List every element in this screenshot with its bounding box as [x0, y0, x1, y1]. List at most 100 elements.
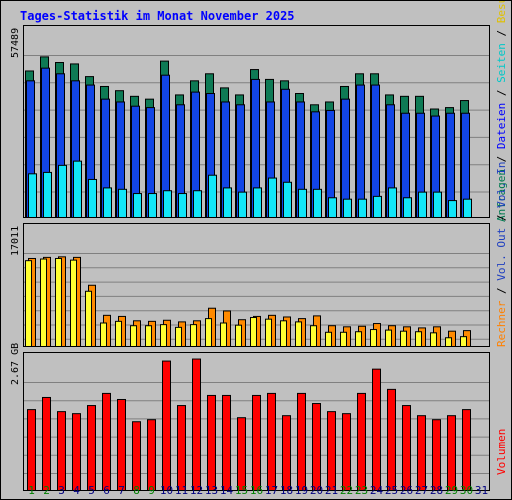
bar-seiten-5	[88, 178, 97, 219]
x-tick-label: 19	[295, 484, 308, 497]
bar-seiten-18	[283, 181, 292, 218]
legend-item-vol-out: Vol. Out	[495, 228, 508, 281]
bar-seiten-24	[373, 195, 382, 219]
bar-volumen-28	[432, 419, 441, 491]
bar-besuche-29	[445, 337, 452, 347]
x-tick-label: 30	[460, 484, 473, 497]
x-tick-label: 29	[445, 484, 458, 497]
legend-middle: Rechner / Vol. Out / Vol. In	[495, 162, 508, 347]
legend-bottom: Volumen	[495, 429, 508, 475]
bar-seiten-14	[223, 187, 232, 218]
x-tick-label: 27	[415, 484, 428, 497]
x-tick-label: 18	[280, 484, 293, 497]
bar-volumen-1	[27, 409, 36, 492]
bar-seiten-21	[328, 197, 337, 219]
chart-title: Tages-Statistik im Monat November 2025	[20, 9, 295, 23]
bar-volumen-11	[177, 405, 186, 491]
legend-item-besuche: Besuche	[495, 0, 508, 23]
bar-volumen-22	[342, 413, 351, 491]
x-tick-label: 31	[475, 484, 488, 497]
bar-besuche-15	[235, 324, 242, 347]
x-tick-label: 20	[310, 484, 323, 497]
x-tick-label: 15	[235, 484, 248, 497]
bar-volumen-7	[117, 398, 126, 492]
bar-volumen-30	[462, 409, 471, 492]
bar-volumen-14	[222, 394, 231, 491]
panel-middle: 17011	[10, 223, 490, 348]
legend-item-vol-in: Vol. In	[495, 162, 508, 208]
bar-volumen-29	[447, 415, 456, 492]
max-label-middle: 17011	[10, 226, 21, 256]
bar-volumen-27	[417, 415, 426, 492]
bar-besuche-14	[220, 322, 227, 347]
bar-seiten-13	[208, 174, 217, 219]
bar-besuche-12	[190, 324, 197, 348]
bar-volumen-10	[162, 360, 171, 491]
legend-item-dateien: Dateien	[495, 103, 508, 149]
legend-separator: /	[495, 281, 508, 301]
bar-seiten-12	[193, 190, 202, 218]
bar-seiten-22	[343, 198, 352, 219]
bar-volumen-15	[237, 417, 246, 491]
bar-besuche-21	[325, 331, 332, 348]
bar-seiten-1	[28, 173, 37, 219]
bar-volumen-26	[402, 405, 411, 491]
bar-seiten-3	[58, 164, 67, 218]
x-tick-label: 16	[250, 484, 263, 497]
x-tick-label: 12	[190, 484, 203, 497]
x-tick-label: 26	[400, 484, 413, 497]
bar-besuche-19	[295, 321, 302, 348]
bar-seiten-25	[388, 187, 397, 218]
x-tick-label: 23	[355, 484, 368, 497]
x-tick-label: 13	[205, 484, 218, 497]
bar-volumen-18	[282, 415, 291, 492]
max-label-top: 57489	[10, 28, 21, 58]
bar-seiten-30	[463, 198, 472, 219]
legend-separator: /	[495, 83, 508, 103]
bar-besuche-6	[100, 322, 107, 347]
bar-besuche-24	[370, 329, 377, 348]
bar-besuche-25	[385, 329, 392, 347]
x-tick-label: 4	[73, 484, 80, 497]
legend-item-anfragen: Anfragen	[495, 169, 508, 222]
x-tick-label: 14	[220, 484, 234, 497]
bar-besuche-9	[145, 325, 152, 348]
bar-besuche-11	[175, 326, 182, 348]
x-tick-label: 10	[160, 484, 173, 497]
bar-seiten-15	[238, 191, 247, 218]
x-tick-label: 21	[325, 484, 338, 497]
bar-besuche-26	[400, 330, 407, 348]
bar-besuche-20	[310, 325, 317, 348]
bar-seiten-6	[103, 187, 112, 218]
x-tick-label: 8	[133, 484, 140, 497]
bar-besuche-10	[160, 324, 167, 348]
bar-volumen-17	[267, 392, 276, 492]
bar-volumen-2	[42, 396, 51, 491]
bar-volumen-21	[327, 411, 336, 491]
legend-separator: /	[495, 23, 508, 43]
bar-seiten-7	[118, 188, 127, 218]
bar-besuche-22	[340, 331, 347, 348]
bar-besuche-2	[40, 258, 47, 347]
x-tick-label: 7	[118, 484, 125, 497]
bar-seiten-4	[73, 160, 82, 218]
bar-seiten-26	[403, 197, 412, 219]
bar-volumen-5	[87, 405, 96, 491]
bar-seiten-16	[253, 187, 262, 218]
bar-volumen-3	[57, 411, 66, 491]
max-label-bottom: 2.67 GB	[10, 343, 21, 385]
panel-bottom: 2.67 GB	[10, 343, 490, 492]
panel-top: 57489	[10, 25, 490, 219]
bar-besuche-13	[205, 318, 212, 347]
legend-top: Anfragen / Dateien / Seiten / Besuche	[495, 0, 508, 222]
bar-volumen-8	[132, 421, 141, 492]
bar-besuche-28	[430, 332, 437, 347]
x-tick-label: 25	[385, 484, 398, 497]
bar-seiten-28	[433, 191, 442, 218]
bar-besuche-4	[70, 259, 77, 348]
bar-besuche-18	[280, 320, 287, 348]
bar-besuche-16	[250, 317, 257, 347]
bar-volumen-16	[252, 394, 261, 491]
bar-volumen-19	[297, 392, 306, 492]
